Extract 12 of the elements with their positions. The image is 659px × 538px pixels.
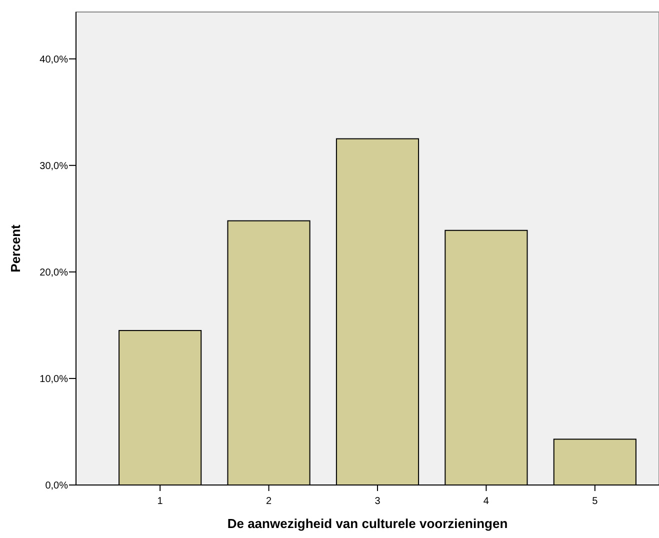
x-tick-label: 5 [592, 496, 598, 507]
y-tick-label: 0,0% [45, 480, 68, 492]
x-axis-title: De aanwezigheid van culturele voorzieningen [227, 516, 508, 531]
y-tick-label: 30,0% [40, 160, 68, 172]
y-axis-title: Percent [8, 224, 23, 272]
x-tick-label: 2 [266, 496, 272, 507]
x-tick-label: 1 [157, 496, 164, 507]
y-tick-label: 40,0% [40, 54, 68, 66]
x-tick-label: 4 [483, 496, 490, 507]
y-tick-label: 10,0% [40, 374, 68, 385]
y-tick-label: 20,0% [40, 267, 68, 278]
x-tick-label: 3 [374, 496, 381, 507]
